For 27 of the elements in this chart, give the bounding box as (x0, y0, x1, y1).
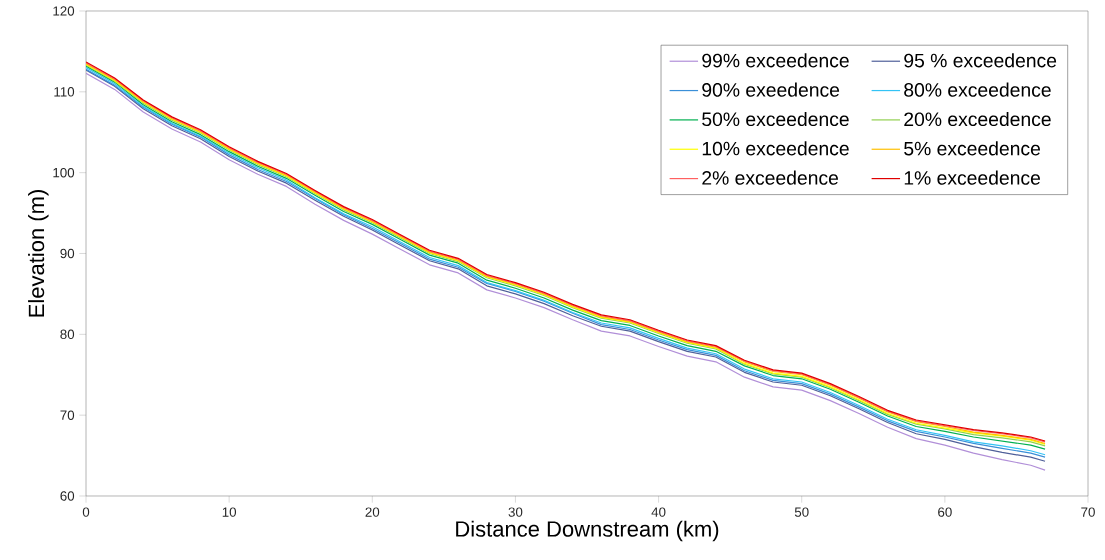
legend-label: 50% exceedence (702, 111, 849, 127)
y-tick-label: 70 (60, 410, 75, 420)
legend-label: 10% exceedence (702, 141, 849, 156)
legend-label: 99% exceedence (702, 53, 849, 68)
x-tick-label: 40 (651, 507, 666, 517)
y-tick-label: 90 (60, 248, 75, 259)
y-tick-label: 60 (60, 491, 75, 501)
y-axis-title: Elevation (m) (28, 190, 49, 317)
x-tick-label: 20 (365, 507, 380, 517)
legend-label: 95 % exceedence (904, 53, 1057, 68)
legend-label: 5% exceedence (904, 141, 1040, 156)
x-axis-title: Distance Downstream (km) (456, 520, 719, 542)
y-tick-label: 120 (53, 6, 75, 16)
legend-label: 20% exceedence (904, 111, 1051, 127)
y-tick-label: 100 (53, 167, 75, 178)
y-tick-label: 110 (54, 87, 75, 97)
x-tick-label: 30 (508, 507, 523, 517)
x-tick-label: 70 (1081, 507, 1095, 517)
x-tick-label: 0 (82, 507, 90, 517)
y-tick-label: 80 (60, 329, 75, 340)
x-tick-label: 10 (222, 507, 237, 517)
legend-label: 1% exceedence (904, 170, 1040, 185)
x-tick-label: 60 (938, 507, 952, 517)
x-tick-label: 50 (794, 507, 809, 517)
legend-label: 80% exceedence (904, 82, 1051, 97)
legend-label: 90% exeedence (702, 82, 840, 97)
legend-label: 2% exceedence (702, 170, 839, 185)
